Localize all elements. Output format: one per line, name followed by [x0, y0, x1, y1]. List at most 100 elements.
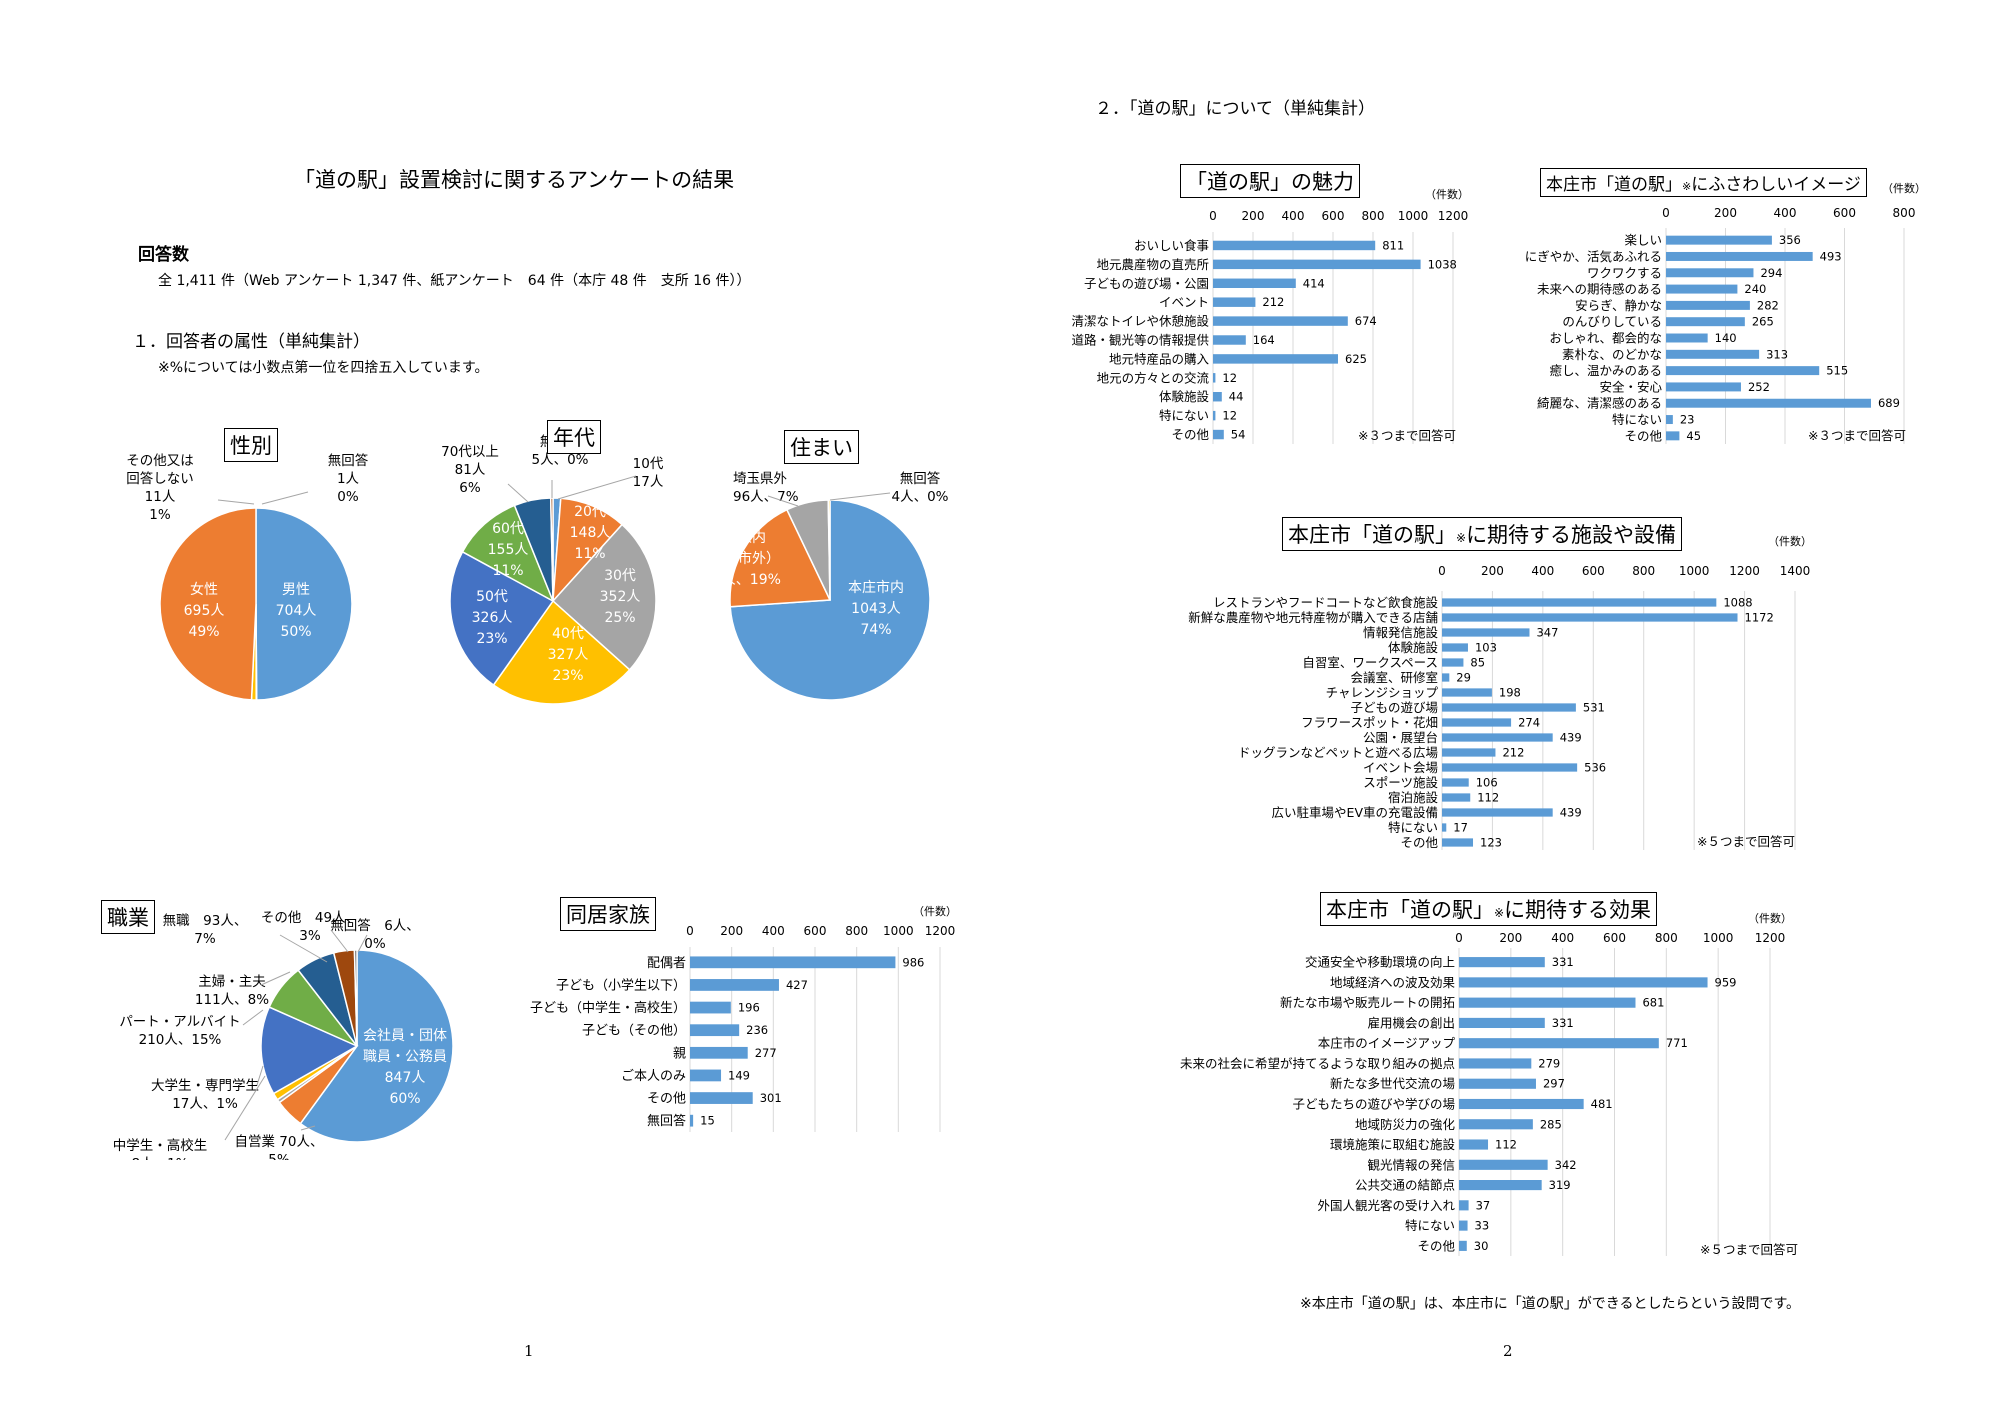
- family-category-6: その他: [647, 1092, 686, 1107]
- family-tick-3: 600: [804, 924, 827, 938]
- occupation-inside-label-0-line-3: 60%: [389, 1091, 420, 1107]
- gender-slice-0: [255, 507, 353, 701]
- facilities-bar-11: [1442, 763, 1578, 772]
- age-inside-label-3-line-2: 23%: [476, 631, 507, 647]
- family-category-0: 配偶者: [647, 956, 686, 971]
- occupation-slice-8: [353, 949, 358, 1047]
- facilities-bar-12: [1442, 778, 1469, 787]
- gender-outside-label-0-line-2: 0%: [337, 489, 359, 505]
- effects-note: ※５つまで回答可: [1700, 1242, 1798, 1257]
- effects-title-mark: ※: [1494, 906, 1505, 920]
- image-tick-1: 200: [1714, 206, 1737, 220]
- footnote: ※本庄市「道の駅」は、本庄市に「道の駅」ができるとしたらという設問です。: [1300, 1296, 1801, 1312]
- facilities-value-4: 85: [1470, 656, 1485, 670]
- facilities-bar-8: [1442, 718, 1512, 727]
- image-category-7: 素朴な、のどかな: [1562, 347, 1662, 362]
- charm-value-7: 12: [1222, 371, 1237, 385]
- age-leader-2: [507, 483, 529, 503]
- age-inside-label-3-line-1: 326人: [472, 610, 513, 626]
- effects-value-12: 37: [1476, 1198, 1491, 1212]
- image-bar-9: [1666, 382, 1741, 392]
- effects-category-3: 雇用機会の創出: [1367, 1015, 1455, 1030]
- residence-outside-label-1-line-1: 4人、0%: [891, 489, 948, 505]
- charm-value-8: 44: [1229, 390, 1244, 404]
- residence-inside-label-0-line-1: 1043人: [851, 601, 901, 617]
- charm-value-0: 811: [1382, 238, 1404, 252]
- facilities-category-10: ドッグランなどペットと遊べる広場: [1238, 745, 1438, 760]
- residence-inside-label-0-line-0: 本庄市内: [848, 579, 904, 596]
- facilities-bar-14: [1442, 808, 1553, 817]
- charm-category-4: 清潔なトイレや休憩施設: [1071, 314, 1209, 329]
- facilities-tick-4: 800: [1632, 564, 1655, 578]
- facilities-bar-13: [1442, 793, 1471, 802]
- age-outside-label-2-line-1: 81人: [455, 462, 486, 478]
- family-bar-0: [690, 956, 896, 969]
- charm-value-1: 1038: [1428, 257, 1457, 271]
- image-bar-5: [1666, 317, 1745, 327]
- residence-leader-0: [767, 495, 799, 507]
- charm-bar-0: [1213, 240, 1376, 251]
- occupation-outside-label-6-line-0: 中学生・高校生: [113, 1137, 208, 1154]
- image-value-4: 282: [1757, 298, 1779, 312]
- image-value-11: 23: [1680, 413, 1695, 427]
- facilities-category-14: 広い駐車場やEV車の充電設備: [1272, 805, 1438, 820]
- gender-inside-label-0-line-2: 50%: [280, 624, 311, 640]
- effects-bar-11: [1459, 1180, 1542, 1191]
- effects-category-4: 本庄市のイメージアップ: [1318, 1036, 1456, 1051]
- family-value-0: 986: [902, 955, 924, 969]
- age-leader-0: [557, 475, 637, 500]
- effects-category-1: 地域経済への波及効果: [1330, 975, 1456, 990]
- family-category-3: 子ども（その他）: [582, 1024, 686, 1039]
- image-tick-3: 600: [1833, 206, 1856, 220]
- age-inside-label-3-line-0: 50代: [476, 589, 508, 605]
- occupation-leader-6: [224, 1075, 266, 1141]
- image-tick-4: 800: [1893, 206, 1916, 220]
- effects-category-6: 新たな多世代交流の場: [1330, 1076, 1455, 1091]
- occupation-outside-label-1-line-1: 3%: [299, 928, 321, 944]
- charm-category-10: その他: [1171, 427, 1209, 442]
- charm-bar-1: [1213, 259, 1421, 270]
- charm-value-10: 54: [1231, 428, 1246, 442]
- family-bar-4: [690, 1046, 748, 1059]
- effects-bar-14: [1459, 1240, 1467, 1251]
- facilities-value-3: 103: [1475, 641, 1497, 655]
- effects-bar-6: [1459, 1078, 1536, 1089]
- effects-value-13: 33: [1475, 1219, 1490, 1233]
- image-chart: 0 200 400 600 800 （件数） 楽しい 356 にぎやか、活気あふれる 493 ワクワ…: [1480, 160, 1926, 450]
- charm-tick-3: 600: [1322, 209, 1345, 223]
- occupation-leader-2: [357, 934, 368, 953]
- facilities-value-8: 274: [1518, 716, 1540, 730]
- occupation-inside-label-0-line-0: 会社員・団体: [363, 1028, 447, 1044]
- facilities-value-6: 198: [1499, 686, 1521, 700]
- gender-inside-label-1-line-0: 女性: [190, 581, 218, 598]
- charm-bar-8: [1213, 392, 1222, 402]
- section1-note: ※%については小数点第一位を四捨五入しています。: [158, 360, 489, 376]
- charm-tick-6: 1200: [1438, 209, 1469, 223]
- occupation-inside-label-0-line-2: 847人: [385, 1070, 426, 1086]
- gender-title: 性別: [224, 428, 278, 462]
- effects-value-4: 771: [1666, 1036, 1688, 1050]
- family-bar-svg: 0 200 400 600 800 1000 1200 （件数） 配偶者 986 子ども（小学生以下…: [530, 905, 957, 1132]
- age-slice-4: [449, 550, 555, 687]
- gender-leader-0: [261, 491, 309, 505]
- age-slice-2: [551, 523, 657, 671]
- facilities-bar-2: [1442, 628, 1530, 637]
- occupation-leader-0: [279, 934, 328, 963]
- image-value-6: 140: [1715, 331, 1737, 345]
- occupation-outside-label-7-line-0: 自営業 70人、: [235, 1134, 324, 1150]
- family-category-5: ご本人のみ: [621, 1068, 686, 1084]
- age-inside-label-2-line-2: 23%: [552, 668, 583, 684]
- effects-bar-1: [1459, 977, 1708, 988]
- facilities-title: 本庄市「道の駅」※に期待する施設や設備: [1282, 517, 1683, 551]
- facilities-chart: 0 200 400 600 800 1000 1200 1400 （件数） レストランやフードコー…: [1130, 515, 1850, 850]
- image-category-9: 安全・安心: [1599, 379, 1662, 394]
- effects-tick-6: 1200: [1755, 931, 1786, 945]
- charm-category-3: イベント: [1159, 295, 1209, 310]
- age-inside-label-4-line-2: 11%: [492, 563, 523, 579]
- occupation-leader-3: [260, 971, 291, 986]
- age-slice-1: [552, 497, 624, 604]
- image-bar-10: [1666, 398, 1871, 408]
- charm-category-6: 地元特産品の購入: [1109, 351, 1210, 366]
- charm-bar-2: [1213, 278, 1296, 288]
- age-outside-label-1-line-1: 5人、0%: [531, 452, 588, 468]
